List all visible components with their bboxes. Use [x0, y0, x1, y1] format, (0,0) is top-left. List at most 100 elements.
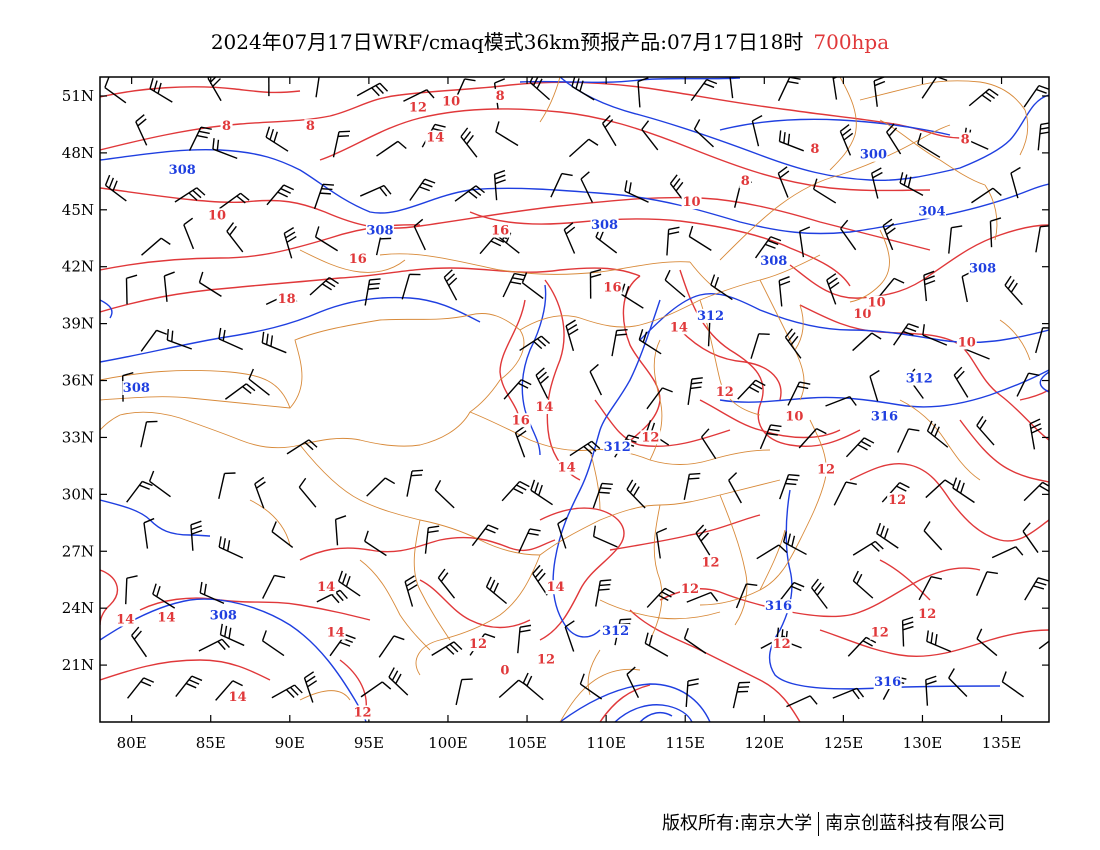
temperature-label-bg	[468, 637, 489, 652]
wind-barb	[532, 564, 548, 596]
wind-barb	[852, 332, 882, 352]
geopotential-label-bg	[905, 371, 934, 386]
wind-barb	[735, 583, 758, 609]
wind-barb	[125, 575, 138, 605]
temperature-label: 14	[546, 580, 564, 595]
wind-barb	[620, 283, 644, 309]
wind-barb	[338, 570, 361, 597]
footer-company: 南京创蓝科技有限公司	[825, 813, 1006, 834]
temperature-label: 8	[222, 119, 231, 134]
temperature-label: 18	[278, 292, 296, 307]
wind-barb	[218, 472, 236, 499]
wind-barb	[1029, 418, 1042, 450]
wind-barb	[737, 379, 766, 400]
wind-barb	[693, 119, 714, 148]
y-tick-label: 27N	[62, 542, 94, 560]
wind-barb	[224, 383, 256, 400]
wind-barb	[811, 578, 828, 609]
wind-barb	[899, 172, 924, 197]
temperature-label-bg	[917, 606, 938, 621]
province-boundaries	[100, 77, 1031, 722]
wind-barb	[832, 77, 839, 100]
wind-barb	[923, 521, 943, 551]
wind-barb	[522, 672, 544, 701]
temperature-label-bg	[498, 663, 511, 678]
wind-barb	[378, 635, 405, 658]
wind-barb	[925, 479, 955, 499]
wind-barb	[1035, 225, 1049, 253]
geopotential-label: 308	[591, 218, 618, 233]
wind-barb	[840, 219, 857, 251]
temperature-label: 12	[701, 556, 719, 571]
plot-frame	[99, 76, 1050, 723]
geopotential-label-bg	[696, 308, 725, 323]
wind-barb	[521, 272, 544, 299]
wind-barb	[1023, 84, 1049, 108]
wind-barb	[493, 169, 506, 201]
temperature-label: 14	[670, 320, 688, 335]
temperature-label-bg	[425, 130, 446, 145]
wind-barb	[519, 335, 551, 351]
wind-barb	[728, 472, 742, 504]
wind-barb	[283, 226, 297, 259]
wind-barb	[589, 268, 602, 299]
temperature-label-bg	[407, 100, 428, 115]
temperature-label-bg	[220, 119, 233, 134]
temperature-label: 10	[682, 195, 700, 210]
temperature-label-bg	[156, 610, 177, 625]
wind-barb	[266, 184, 295, 206]
wind-barb	[683, 472, 701, 500]
temperature-label-bg	[115, 612, 136, 627]
wind-barb	[125, 274, 138, 305]
wind-barb	[218, 536, 244, 559]
wind-barb	[953, 366, 969, 398]
wind-barb	[751, 115, 763, 147]
wind-barb	[104, 77, 127, 104]
geopotential-label-bg	[764, 599, 793, 614]
wind-barb	[265, 126, 289, 152]
wind-barb	[876, 522, 899, 549]
wind-barb	[248, 368, 270, 396]
temperature-label: 16	[512, 413, 530, 428]
temperature-label: 8	[810, 142, 819, 157]
wind-barb	[976, 416, 995, 446]
temperature-label: 8	[961, 133, 970, 148]
wind-barb	[364, 530, 387, 557]
wind-barb	[360, 681, 392, 698]
wind-barb	[315, 77, 320, 98]
wind-barb	[893, 323, 919, 346]
wind-barb	[485, 576, 508, 605]
wind-barb	[271, 521, 294, 549]
wind-barb	[219, 623, 245, 647]
wind-barb	[777, 166, 790, 198]
temperature-label-bg	[534, 399, 555, 414]
wind-barb	[839, 124, 854, 156]
temperature-label: 10	[868, 296, 886, 311]
wind-barb	[948, 225, 963, 254]
temperature-label: 12	[871, 626, 889, 641]
wind-barb	[925, 675, 937, 706]
wind-barb	[812, 178, 837, 204]
x-tick-label: 80E	[117, 734, 147, 752]
wind-barb	[685, 678, 699, 708]
wind-barb	[756, 544, 788, 560]
wind-barb	[262, 574, 286, 599]
temperature-label-bg	[441, 94, 462, 109]
wind-barb	[917, 132, 941, 158]
wind-barb	[901, 616, 914, 647]
temperature-label: 8	[496, 89, 505, 104]
temperature-label-bg	[815, 462, 836, 477]
temperature-label: 8	[741, 174, 750, 189]
wind-barb	[360, 184, 392, 197]
temperature-label: 12	[817, 463, 835, 478]
geopotential-contours	[100, 77, 1049, 722]
wind-barb	[530, 479, 553, 506]
temperature-label: 12	[918, 607, 936, 622]
temperature-label: 14	[229, 690, 247, 705]
wind-barb	[219, 192, 250, 210]
wind-barb	[638, 329, 662, 355]
wind-barb	[502, 272, 526, 298]
temperature-label-bg	[681, 195, 702, 210]
wind-barb	[926, 420, 949, 448]
